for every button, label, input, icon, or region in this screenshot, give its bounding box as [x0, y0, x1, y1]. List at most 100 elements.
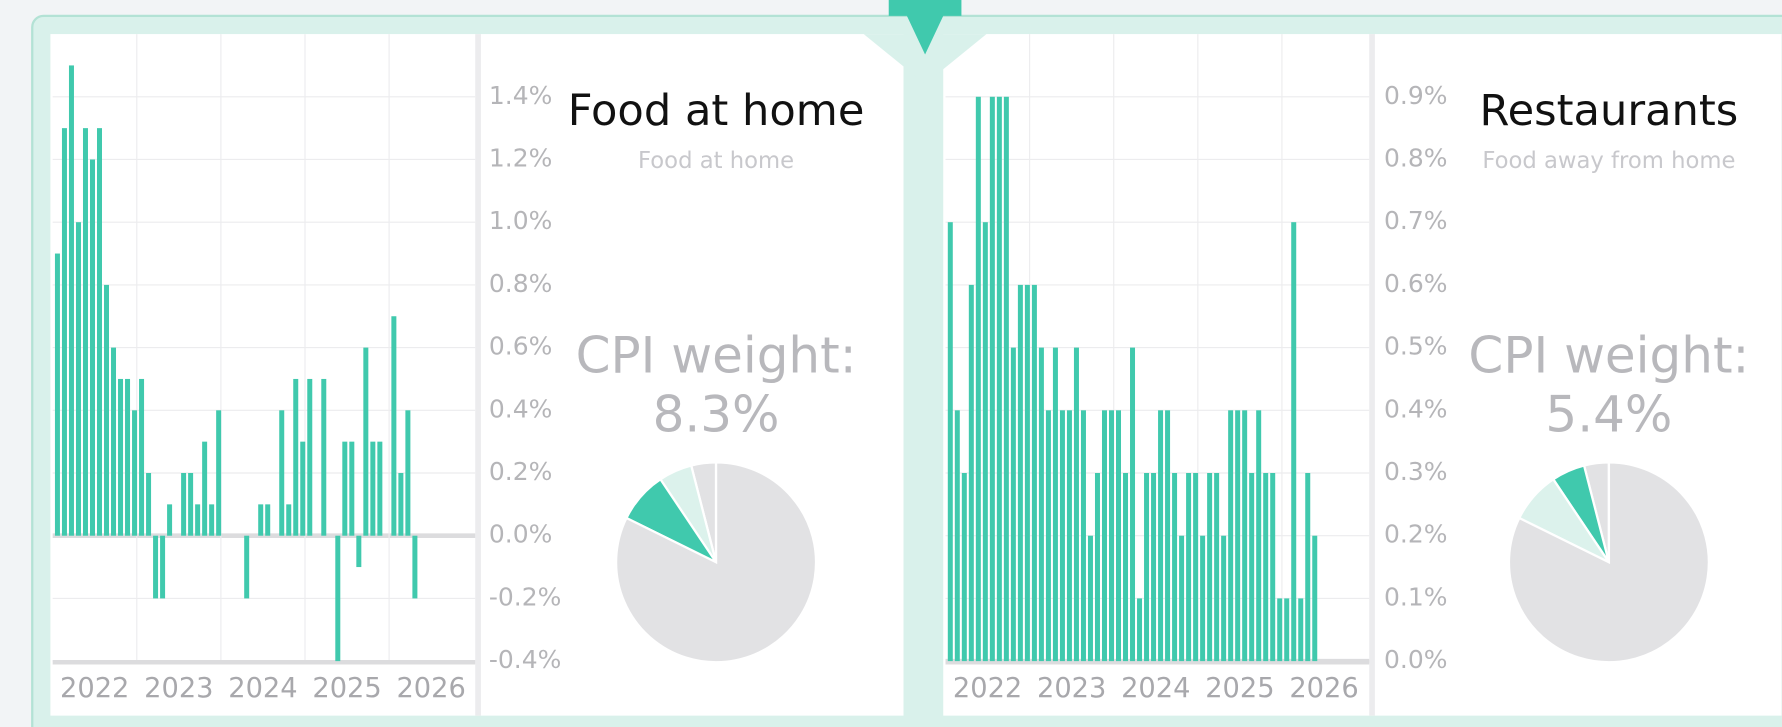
x-tick-label: 2025: [1205, 673, 1274, 704]
notch: [863, 34, 987, 85]
bar: [1144, 473, 1150, 662]
bar: [188, 473, 194, 536]
chart-subtitle: Food away from home: [1482, 148, 1735, 174]
y-tick-label: 0.9%: [1384, 81, 1447, 110]
x-tick-label: 2022: [953, 673, 1022, 704]
bar: [1052, 347, 1058, 662]
bar: [1305, 473, 1311, 662]
bar: [1242, 410, 1248, 662]
bar: [153, 535, 159, 599]
bar: [996, 96, 1002, 662]
bar: [307, 378, 313, 536]
bar: [954, 410, 960, 662]
y-tick-label: -0.2%: [489, 582, 562, 611]
bar: [1158, 410, 1164, 662]
y-tick-label: 1.0%: [489, 206, 552, 235]
bar: [1298, 598, 1304, 662]
chart-title: Food at home: [568, 86, 865, 136]
bar: [1193, 473, 1199, 662]
y-tick-label: 0.8%: [1384, 143, 1447, 172]
bar: [1284, 598, 1290, 662]
charts: -0.4% -0.2% 0.0% 0.2% 0.4% 0.6% 0.8% 1.0% 1.2% 1.…: [52, 34, 1749, 704]
bar: [356, 535, 362, 568]
x-tick-label: 2025: [312, 673, 381, 704]
y-tick-label: 0.0%: [489, 520, 552, 549]
bar: [1172, 473, 1178, 662]
y-tick-label: 1.4%: [489, 81, 552, 110]
bar: [300, 441, 306, 536]
bar: [195, 504, 201, 536]
bar: [1270, 473, 1276, 662]
bar: [75, 222, 81, 536]
divider: [1369, 34, 1375, 716]
bar: [111, 347, 117, 536]
bar: [1263, 473, 1269, 662]
bar: [370, 441, 376, 536]
bar: [1137, 598, 1143, 662]
bar: [1101, 410, 1107, 662]
bar: [982, 222, 988, 662]
chart-title: Restaurants: [1480, 86, 1739, 136]
y-tick-label: 0.2%: [489, 457, 552, 486]
bar: [68, 65, 74, 536]
bar: [1291, 222, 1297, 662]
x-tick-label: 2024: [228, 673, 297, 704]
pie-slice: [1507, 461, 1711, 664]
bar: [377, 441, 383, 536]
bar: [1228, 410, 1234, 662]
bar: [1221, 535, 1227, 662]
bar: [1073, 347, 1079, 662]
weight-value: 8.3%: [653, 386, 780, 444]
bar: [82, 128, 88, 536]
weight-label: CPI weight:: [1468, 326, 1749, 384]
x-tick-label: 2023: [1037, 673, 1106, 704]
bar: [1094, 473, 1100, 662]
bar: [335, 535, 341, 662]
bar: [1130, 347, 1136, 662]
bar: [1116, 410, 1122, 662]
bar: [961, 473, 967, 662]
y-tick-label: 0.2%: [1384, 520, 1447, 549]
bar: [1017, 284, 1023, 662]
bar: [216, 410, 222, 536]
bar: [132, 410, 138, 536]
bar: [244, 535, 250, 599]
bar: [363, 347, 369, 536]
weight-label: CPI weight:: [576, 326, 857, 384]
bar: [412, 535, 418, 599]
bar: [398, 473, 404, 536]
y-tick-label: 0.0%: [1384, 645, 1447, 674]
bar: [1031, 284, 1037, 662]
bar: [265, 504, 271, 536]
bar: [209, 504, 215, 536]
bar: [104, 284, 110, 536]
x-tick-label: 2026: [396, 673, 465, 704]
chart-subtitle: Food at home: [638, 148, 794, 174]
y-tick-label: 0.6%: [489, 332, 552, 361]
x-tick-label: 2022: [60, 673, 129, 704]
y-tick-label: 0.7%: [1384, 206, 1447, 235]
pie-slice: [615, 461, 818, 664]
bar: [1045, 410, 1051, 662]
bar: [1108, 410, 1114, 662]
bar: [1059, 410, 1065, 662]
y-tick-label: -0.4%: [489, 645, 562, 674]
bar: [181, 473, 187, 536]
bar: [160, 535, 166, 599]
y-tick-label: 0.4%: [1384, 394, 1447, 423]
bar: [89, 159, 95, 536]
bar: [1038, 347, 1044, 662]
bar: [202, 441, 208, 536]
bar: [1066, 410, 1072, 662]
y-tick-label: 1.2%: [489, 143, 552, 172]
bar: [1186, 473, 1192, 662]
bar: [968, 284, 974, 662]
bar: [947, 222, 953, 662]
bar: [975, 96, 981, 662]
bar: [54, 253, 60, 536]
bar: [1151, 473, 1157, 662]
x-tick-label: 2023: [144, 673, 213, 704]
bar: [1123, 473, 1129, 662]
